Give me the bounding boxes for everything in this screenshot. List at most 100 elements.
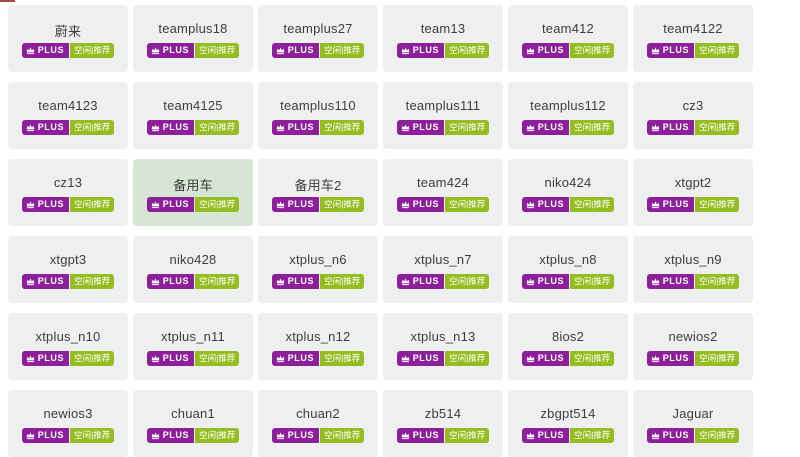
plus-badge-label: PLUS xyxy=(412,430,440,440)
crown-icon xyxy=(26,47,35,55)
account-card[interactable]: teamplus27 PLUS 空闲|推荐 xyxy=(258,5,378,72)
account-card[interactable]: teamplus112 PLUS 空闲|推荐 xyxy=(508,82,628,149)
plus-status-badge: PLUS 空闲|推荐 xyxy=(383,43,503,58)
status-badge: 空闲|推荐 xyxy=(695,43,740,58)
account-card[interactable]: niko424 PLUS 空闲|推荐 xyxy=(508,159,628,226)
account-card[interactable]: xtplus_n9 PLUS 空闲|推荐 xyxy=(633,236,753,303)
plus-badge-label: PLUS xyxy=(287,276,315,286)
account-card[interactable]: zbgpt514 PLUS 空闲|推荐 xyxy=(508,390,628,457)
plus-badge-label: PLUS xyxy=(162,199,190,209)
plus-badge-label: PLUS xyxy=(412,45,440,55)
plus-badge-label: PLUS xyxy=(662,45,690,55)
account-card[interactable]: chuan1 PLUS 空闲|推荐 xyxy=(133,390,253,457)
account-card[interactable]: newios3 PLUS 空闲|推荐 xyxy=(8,390,128,457)
plus-badge-label: PLUS xyxy=(412,122,440,132)
account-card[interactable]: Jaguar PLUS 空闲|推荐 xyxy=(633,390,753,457)
account-card[interactable]: team412 PLUS 空闲|推荐 xyxy=(508,5,628,72)
plus-badge: PLUS xyxy=(21,120,70,135)
plus-badge-label: PLUS xyxy=(412,199,440,209)
status-badge: 空闲|推荐 xyxy=(570,274,615,289)
plus-badge: PLUS xyxy=(271,274,320,289)
account-card[interactable]: xtplus_n10 PLUS 空闲|推荐 xyxy=(8,313,128,380)
crown-icon xyxy=(26,278,35,286)
plus-badge: PLUS xyxy=(21,197,70,212)
plus-badge: PLUS xyxy=(646,120,695,135)
account-card[interactable]: xtgpt2 PLUS 空闲|推荐 xyxy=(633,159,753,226)
crown-icon xyxy=(651,278,660,286)
account-card[interactable]: xtplus_n11 PLUS 空闲|推荐 xyxy=(133,313,253,380)
account-card[interactable]: niko428 PLUS 空闲|推荐 xyxy=(133,236,253,303)
card-title: zbgpt514 xyxy=(540,406,596,421)
plus-badge: PLUS xyxy=(271,197,320,212)
account-card[interactable]: 8ios2 PLUS 空闲|推荐 xyxy=(508,313,628,380)
crown-icon xyxy=(276,278,285,286)
plus-badge: PLUS xyxy=(646,351,695,366)
account-card[interactable]: 备用车2 PLUS 空闲|推荐 xyxy=(258,159,378,226)
account-card[interactable]: team13 PLUS 空闲|推荐 xyxy=(383,5,503,72)
plus-badge: PLUS xyxy=(396,43,445,58)
plus-status-badge: PLUS 空闲|推荐 xyxy=(133,428,253,443)
crown-icon xyxy=(401,47,410,55)
plus-status-badge: PLUS 空闲|推荐 xyxy=(383,351,503,366)
account-card[interactable]: chuan2 PLUS 空闲|推荐 xyxy=(258,390,378,457)
account-card[interactable]: xtgpt3 PLUS 空闲|推荐 xyxy=(8,236,128,303)
plus-status-badge: PLUS 空闲|推荐 xyxy=(133,43,253,58)
account-card[interactable]: zb514 PLUS 空闲|推荐 xyxy=(383,390,503,457)
card-title: team13 xyxy=(420,21,466,36)
status-badge: 空闲|推荐 xyxy=(695,120,740,135)
plus-badge: PLUS xyxy=(271,120,320,135)
account-card[interactable]: xtplus_n6 PLUS 空闲|推荐 xyxy=(258,236,378,303)
card-title: newios2 xyxy=(668,329,718,344)
plus-badge: PLUS xyxy=(396,274,445,289)
status-badge: 空闲|推荐 xyxy=(320,43,365,58)
plus-badge: PLUS xyxy=(146,351,195,366)
plus-badge: PLUS xyxy=(271,351,320,366)
crown-icon xyxy=(401,201,410,209)
card-title: 8ios2 xyxy=(551,329,585,344)
account-card[interactable]: team4125 PLUS 空闲|推荐 xyxy=(133,82,253,149)
account-card[interactable]: team4122 PLUS 空闲|推荐 xyxy=(633,5,753,72)
account-card[interactable]: cz13 PLUS 空闲|推荐 xyxy=(8,159,128,226)
crown-icon xyxy=(151,278,160,286)
crown-icon xyxy=(151,47,160,55)
plus-status-badge: PLUS 空闲|推荐 xyxy=(258,120,378,135)
account-card[interactable]: newios2 PLUS 空闲|推荐 xyxy=(633,313,753,380)
plus-badge-label: PLUS xyxy=(537,276,565,286)
crown-icon xyxy=(526,432,535,440)
card-title: team424 xyxy=(417,175,469,190)
crown-icon xyxy=(276,124,285,132)
status-badge: 空闲|推荐 xyxy=(195,274,240,289)
crown-icon xyxy=(151,355,160,363)
account-card[interactable]: xtplus_n7 PLUS 空闲|推荐 xyxy=(383,236,503,303)
plus-status-badge: PLUS 空闲|推荐 xyxy=(633,120,753,135)
top-accent-bar xyxy=(0,0,15,2)
account-card[interactable]: team4123 PLUS 空闲|推荐 xyxy=(8,82,128,149)
plus-badge: PLUS xyxy=(271,43,320,58)
plus-badge-label: PLUS xyxy=(162,45,190,55)
status-badge: 空闲|推荐 xyxy=(445,197,490,212)
account-card[interactable]: xtplus_n13 PLUS 空闲|推荐 xyxy=(383,313,503,380)
crown-icon xyxy=(151,124,160,132)
plus-badge-label: PLUS xyxy=(537,122,565,132)
account-card[interactable]: teamplus110 PLUS 空闲|推荐 xyxy=(258,82,378,149)
account-card[interactable]: 蔚来 PLUS 空闲|推荐 xyxy=(8,5,128,72)
plus-badge: PLUS xyxy=(521,197,570,212)
card-title: xtplus_n10 xyxy=(35,329,101,344)
account-card[interactable]: 备用车 PLUS 空闲|推荐 xyxy=(133,159,253,226)
account-card[interactable]: teamplus111 PLUS 空闲|推荐 xyxy=(383,82,503,149)
account-card[interactable]: team424 PLUS 空闲|推荐 xyxy=(383,159,503,226)
crown-icon xyxy=(401,355,410,363)
account-card[interactable]: xtplus_n8 PLUS 空闲|推荐 xyxy=(508,236,628,303)
status-badge: 空闲|推荐 xyxy=(320,120,365,135)
account-card[interactable]: teamplus18 PLUS 空闲|推荐 xyxy=(133,5,253,72)
card-title: 蔚来 xyxy=(54,24,82,39)
account-card[interactable]: cz3 PLUS 空闲|推荐 xyxy=(633,82,753,149)
plus-badge-label: PLUS xyxy=(162,276,190,286)
status-badge: 空闲|推荐 xyxy=(195,428,240,443)
plus-status-badge: PLUS 空闲|推荐 xyxy=(508,274,628,289)
card-title: chuan1 xyxy=(171,406,215,421)
crown-icon xyxy=(276,432,285,440)
account-card[interactable]: xtplus_n12 PLUS 空闲|推荐 xyxy=(258,313,378,380)
plus-badge: PLUS xyxy=(521,351,570,366)
crown-icon xyxy=(26,124,35,132)
